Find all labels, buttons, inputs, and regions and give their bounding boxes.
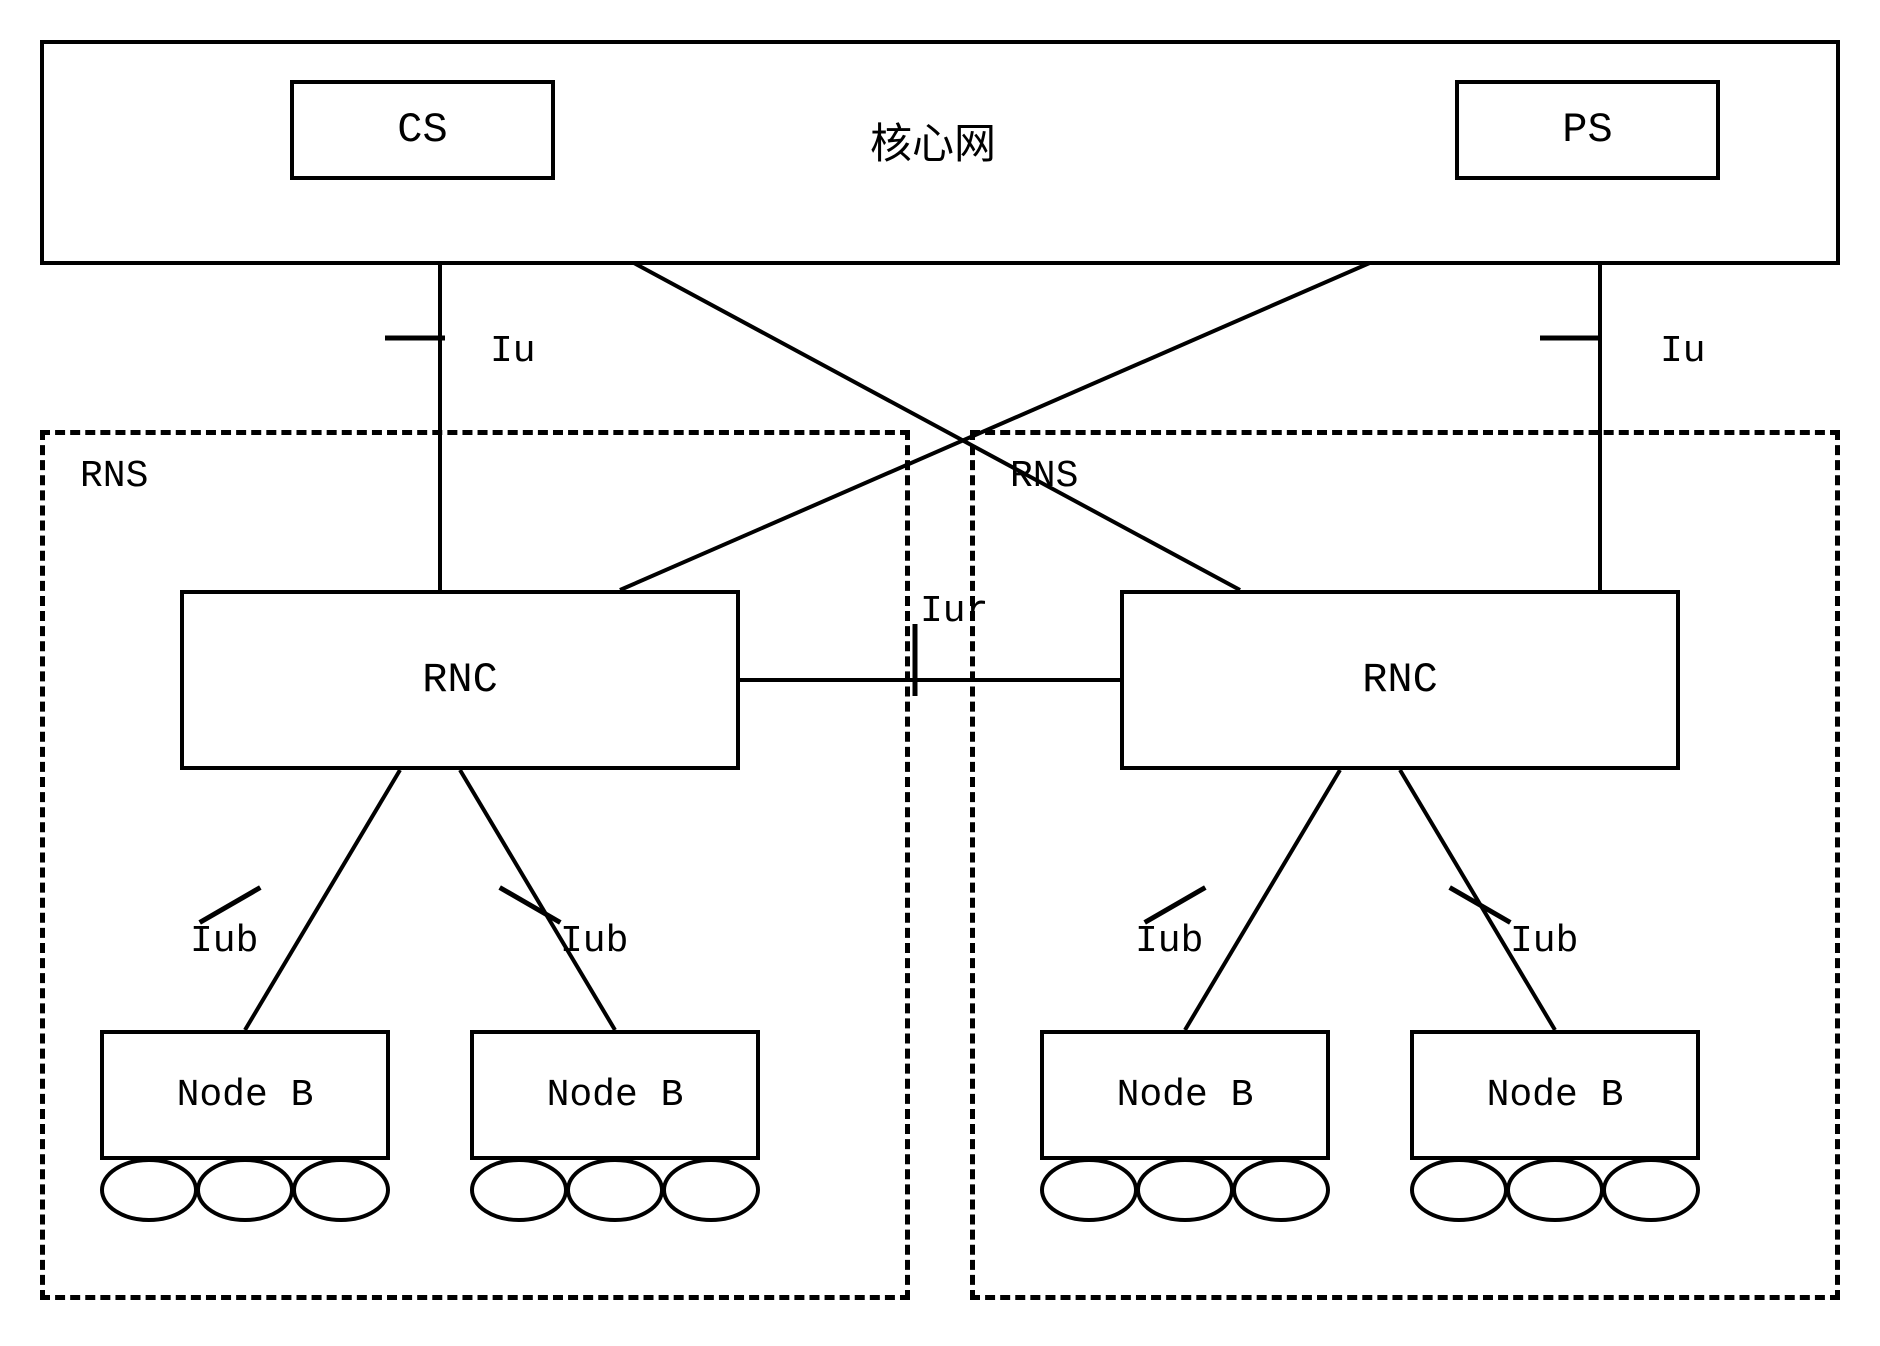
nodeb-right-1-label: Node B	[1117, 1074, 1254, 1117]
iub-1-label: Iub	[190, 920, 258, 963]
iu-right-label: Iu	[1660, 330, 1706, 373]
cs-node: CS	[290, 80, 555, 180]
nodeb-right-2-label: Node B	[1487, 1074, 1624, 1117]
cells-left-1	[100, 1156, 390, 1224]
iu-left-label: Iu	[490, 330, 536, 373]
rnc-right-node: RNC	[1120, 590, 1680, 770]
iub-3-label: Iub	[1135, 920, 1203, 963]
cells-right-2	[1410, 1156, 1700, 1224]
ps-label: PS	[1562, 106, 1612, 154]
iub-4-label: Iub	[1510, 920, 1578, 963]
nodeb-right-1: Node B	[1040, 1030, 1330, 1160]
nodeb-left-2-label: Node B	[547, 1074, 684, 1117]
rns-right-label: RNS	[1010, 455, 1078, 498]
iub-2-label: Iub	[560, 920, 628, 963]
rnc-left-node: RNC	[180, 590, 740, 770]
rnc-right-label: RNC	[1362, 656, 1438, 704]
cells-right-1	[1040, 1156, 1330, 1224]
cs-label: CS	[397, 106, 447, 154]
nodeb-left-1-label: Node B	[177, 1074, 314, 1117]
core-network-title: 核心网	[870, 110, 996, 171]
cells-left-2	[470, 1156, 760, 1224]
rns-left-label: RNS	[80, 455, 148, 498]
ps-node: PS	[1455, 80, 1720, 180]
rnc-left-label: RNC	[422, 656, 498, 704]
nodeb-left-1: Node B	[100, 1030, 390, 1160]
iur-label: Iur	[920, 590, 988, 633]
nodeb-left-2: Node B	[470, 1030, 760, 1160]
nodeb-right-2: Node B	[1410, 1030, 1700, 1160]
